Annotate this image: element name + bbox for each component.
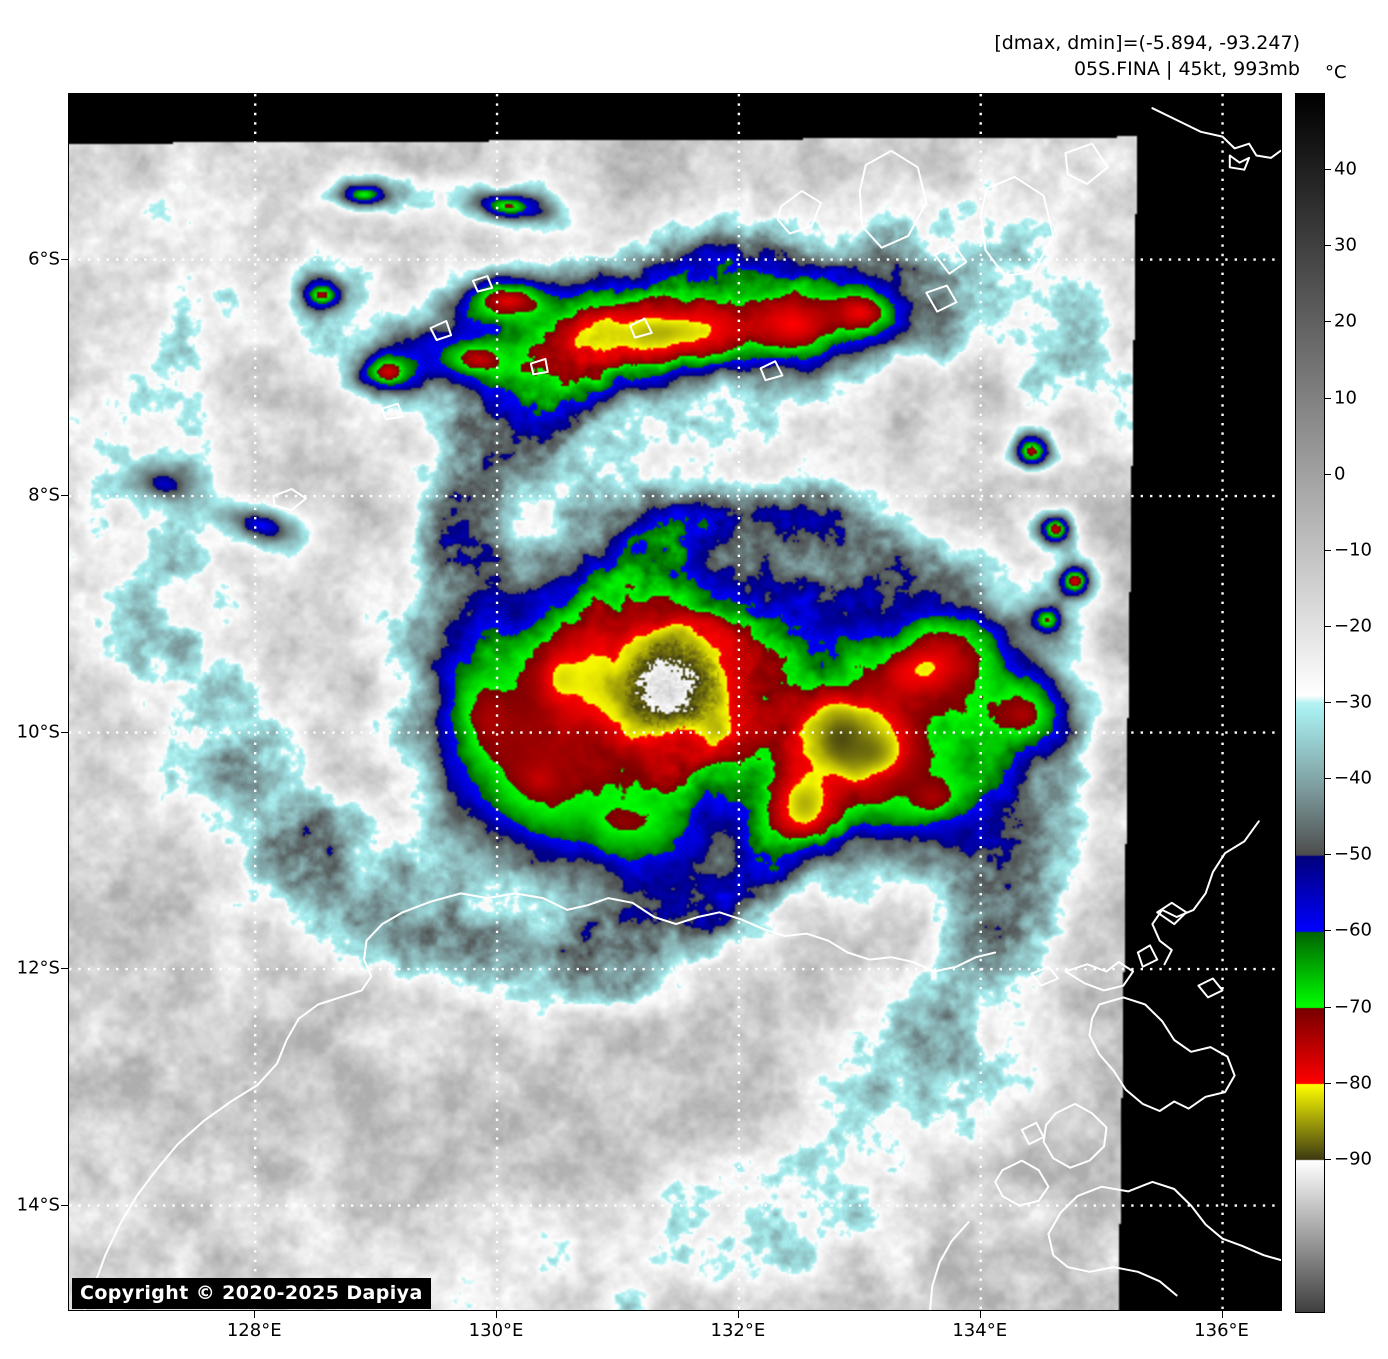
colorbar-tick-mark	[1324, 397, 1331, 399]
x-tick-mark	[979, 1311, 981, 1318]
colorbar-tick-mark	[1324, 854, 1331, 856]
colorbar-tick-label: −20	[1334, 615, 1372, 637]
dmax-dmin-text: [dmax, dmin]=(-5.894, -93.247)	[994, 32, 1300, 54]
colorbar-gradient	[1296, 94, 1324, 1312]
y-tick-label: 8°S	[28, 484, 60, 506]
y-tick-mark	[61, 495, 68, 497]
colorbar-tick-mark	[1324, 473, 1331, 475]
colorbar-tick-mark	[1324, 549, 1331, 551]
colorbar-tick-mark	[1324, 321, 1331, 323]
header-metadata: [dmax, dmin]=(-5.894, -93.247) 05S.FINA …	[994, 30, 1300, 82]
colorbar-tick-mark	[1324, 1006, 1331, 1008]
y-tick-mark	[61, 968, 68, 970]
colorbar-tick-label: 30	[1334, 234, 1357, 256]
x-tick-mark	[254, 1311, 256, 1318]
x-tick-label: 132°E	[710, 1320, 766, 1341]
colorbar[interactable]	[1295, 93, 1325, 1313]
colorbar-tick-label: −10	[1334, 539, 1372, 561]
y-tick-label: 6°S	[28, 248, 60, 270]
x-tick-label: 130°E	[468, 1320, 524, 1341]
colorbar-tick-label: −90	[1334, 1148, 1372, 1170]
storm-info-text: 05S.FINA | 45kt, 993mb	[1073, 58, 1300, 80]
colorbar-tick-mark	[1324, 1158, 1331, 1160]
colorbar-tick-label: −50	[1334, 843, 1372, 865]
satellite-imagery-canvas	[69, 94, 1281, 1310]
x-tick-mark	[496, 1311, 498, 1318]
x-tick-mark	[1221, 1311, 1223, 1318]
y-tick-label: 14°S	[16, 1194, 60, 1216]
colorbar-tick-mark	[1324, 1082, 1331, 1084]
colorbar-unit-label: °C	[1325, 62, 1347, 83]
x-tick-label: 134°E	[952, 1320, 1008, 1341]
y-tick-mark	[61, 731, 68, 733]
colorbar-tick-mark	[1324, 169, 1331, 171]
colorbar-tick-label: −40	[1334, 767, 1372, 789]
copyright-watermark: Copyright © 2020-2025 Dapiya	[72, 1278, 431, 1309]
colorbar-tick-mark	[1324, 245, 1331, 247]
colorbar-tick-label: 10	[1334, 387, 1357, 408]
colorbar-tick-mark	[1324, 778, 1331, 780]
x-tick-label: 136°E	[1194, 1320, 1249, 1341]
y-tick-mark	[61, 1204, 68, 1206]
y-tick-mark	[61, 258, 68, 260]
colorbar-tick-label: 0	[1334, 463, 1346, 485]
colorbar-tick-label: −80	[1334, 1072, 1372, 1094]
x-tick-mark	[737, 1311, 739, 1318]
colorbar-tick-label: −60	[1334, 919, 1372, 941]
x-tick-label: 128°E	[226, 1320, 282, 1341]
y-tick-label: 12°S	[16, 957, 60, 979]
colorbar-tick-mark	[1324, 625, 1331, 627]
colorbar-tick-label: 40	[1334, 158, 1357, 180]
coastline-overlay	[83, 107, 1281, 1310]
colorbar-tick-label: 20	[1334, 310, 1357, 332]
satellite-image-plot[interactable]	[68, 93, 1282, 1311]
lat-lon-gridlines	[69, 94, 1281, 1310]
y-tick-label: 10°S	[16, 721, 60, 743]
colorbar-tick-mark	[1324, 702, 1331, 703]
colorbar-tick-label: −70	[1334, 996, 1372, 1017]
colorbar-tick-label: −30	[1334, 691, 1372, 713]
colorbar-tick-mark	[1324, 930, 1331, 932]
